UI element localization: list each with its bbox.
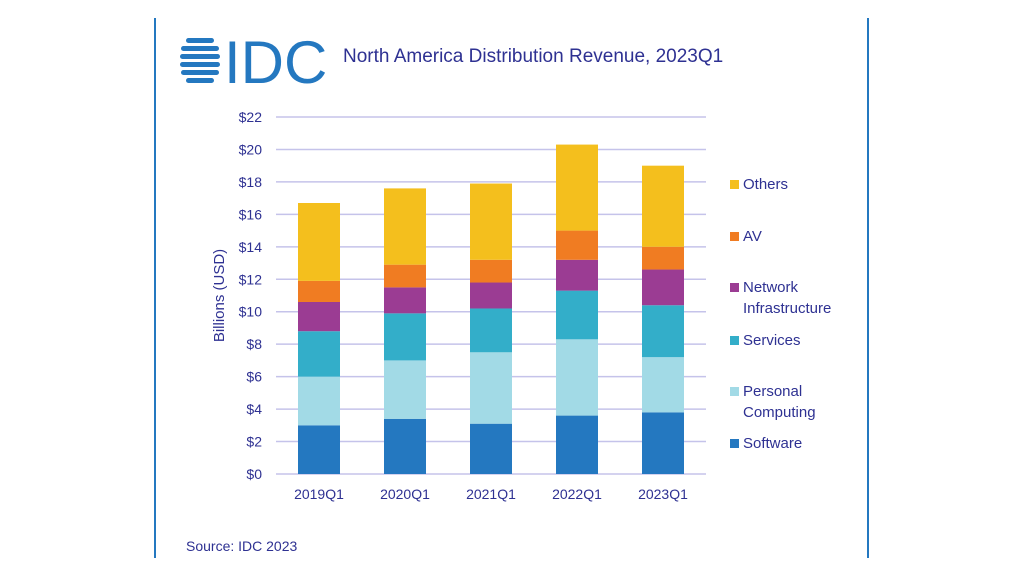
bar-segment-network-infrastructure bbox=[642, 269, 684, 306]
right-border-line bbox=[867, 18, 869, 558]
y-tick-label: $10 bbox=[239, 304, 263, 320]
bar-segment-software bbox=[470, 423, 512, 474]
bar-segment-software bbox=[298, 425, 340, 474]
idc-logo: IDC bbox=[180, 32, 327, 88]
source-note: Source: IDC 2023 bbox=[186, 538, 298, 554]
left-border-line bbox=[154, 18, 156, 558]
bar-segment-av bbox=[642, 246, 684, 270]
y-tick-label: $8 bbox=[246, 336, 262, 352]
bar-segment-others bbox=[384, 188, 426, 265]
bar-segment-network-infrastructure bbox=[556, 259, 598, 291]
y-tick-label: $6 bbox=[246, 369, 262, 385]
bar-segment-services bbox=[642, 305, 684, 358]
legend-label: Personal Computing bbox=[743, 383, 816, 421]
svg-text:IDC: IDC bbox=[224, 32, 327, 88]
bar-segment-services bbox=[298, 331, 340, 377]
bar-segment-av bbox=[556, 230, 598, 260]
bar-segment-software bbox=[384, 418, 426, 474]
y-tick-label: $14 bbox=[239, 239, 263, 255]
bar-segment-services bbox=[384, 313, 426, 361]
legend-label: Services bbox=[743, 332, 801, 349]
legend-label: Others bbox=[743, 176, 789, 193]
bar-segment-others bbox=[298, 203, 340, 281]
legend-label: Network Infrastructure bbox=[743, 279, 832, 317]
x-tick-label: 2022Q1 bbox=[552, 486, 602, 502]
legend-swatch bbox=[730, 283, 739, 292]
y-tick-label: $22 bbox=[239, 109, 263, 125]
y-tick-label: $20 bbox=[239, 141, 263, 157]
chart-title: North America Distribution Revenue, 2023… bbox=[343, 46, 724, 67]
legend-swatch bbox=[730, 439, 739, 448]
bar-segment-personal-computing bbox=[298, 376, 340, 426]
y-tick-label: $16 bbox=[239, 206, 263, 222]
x-tick-label: 2021Q1 bbox=[466, 486, 516, 502]
bar-segment-others bbox=[556, 144, 598, 231]
legend-label: AV bbox=[743, 228, 762, 245]
x-tick-label: 2023Q1 bbox=[638, 486, 688, 502]
legend-swatch bbox=[730, 232, 739, 241]
legend-label: Software bbox=[743, 435, 803, 452]
legend-swatch bbox=[730, 387, 739, 396]
y-tick-label: $4 bbox=[246, 401, 262, 417]
legend-swatch bbox=[730, 336, 739, 345]
x-tick-label: 2019Q1 bbox=[294, 486, 344, 502]
y-axis-label: Billions (USD) bbox=[211, 249, 228, 342]
bar-segment-services bbox=[470, 308, 512, 353]
bar-segment-network-infrastructure bbox=[298, 301, 340, 332]
bar-segment-services bbox=[556, 290, 598, 340]
x-tick-label: 2020Q1 bbox=[380, 486, 430, 502]
bar-segment-personal-computing bbox=[470, 352, 512, 424]
y-tick-label: $2 bbox=[246, 434, 262, 450]
bar-segment-personal-computing bbox=[384, 360, 426, 419]
bar-segment-network-infrastructure bbox=[384, 287, 426, 314]
bar-segment-software bbox=[556, 415, 598, 474]
bar-segment-av bbox=[384, 264, 426, 288]
bar-segment-av bbox=[470, 259, 512, 283]
bar-segment-personal-computing bbox=[556, 339, 598, 416]
bar-segment-software bbox=[642, 412, 684, 474]
legend-swatch bbox=[730, 180, 739, 189]
bar-segment-network-infrastructure bbox=[470, 282, 512, 309]
y-tick-label: $0 bbox=[246, 466, 262, 482]
bar-segment-av bbox=[298, 280, 340, 302]
bar-segment-others bbox=[470, 183, 512, 260]
bar-segment-personal-computing bbox=[642, 357, 684, 413]
bar-segment-others bbox=[642, 165, 684, 247]
y-tick-label: $12 bbox=[239, 271, 263, 287]
y-tick-label: $18 bbox=[239, 174, 263, 190]
